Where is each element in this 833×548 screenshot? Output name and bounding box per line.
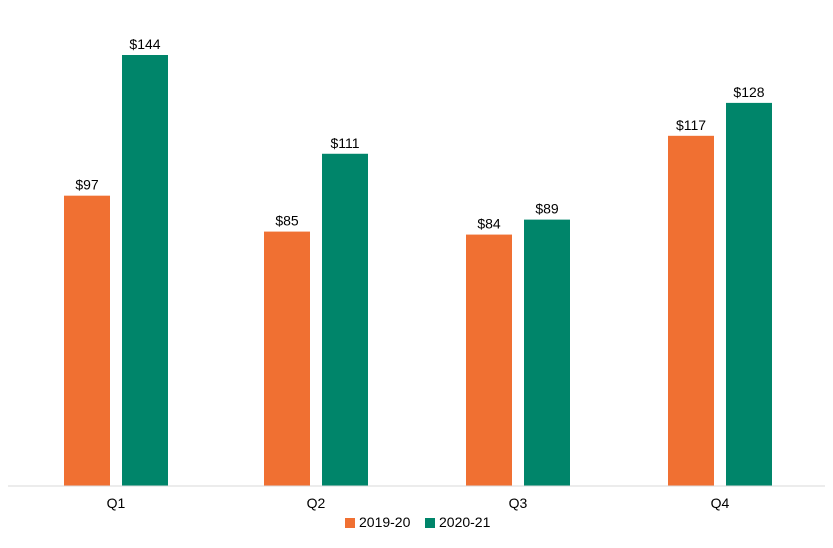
bar-2020-21-Q4 — [726, 102, 772, 486]
bar-2019-20-Q2 — [264, 231, 310, 486]
value-label-2020-21-Q3: $89 — [535, 201, 559, 217]
legend: 2019-20 2020-21 — [345, 514, 491, 530]
bar-2020-21-Q3 — [524, 219, 570, 487]
legend-label-2019-20: 2019-20 — [359, 514, 411, 530]
bar-2019-20-Q3 — [466, 234, 512, 486]
x-axis-tick-labels: Q1 Q2 Q3 Q4 — [107, 495, 730, 511]
legend-item-2020-21: 2020-21 — [425, 514, 491, 530]
x-tick-label-Q2: Q2 — [307, 495, 326, 511]
legend-label-2020-21: 2020-21 — [439, 514, 491, 530]
value-label-2020-21-Q2: $111 — [330, 135, 359, 151]
value-label-2019-20-Q2: $85 — [275, 213, 299, 229]
value-label-2020-21-Q4: $128 — [733, 84, 764, 100]
bar-2020-21-Q2 — [322, 153, 368, 487]
x-tick-label-Q4: Q4 — [711, 495, 730, 511]
value-label-2019-20-Q4: $117 — [676, 117, 706, 133]
bars-layer — [64, 55, 772, 487]
value-label-2020-21-Q1: $144 — [129, 36, 160, 52]
legend-item-2019-20: 2019-20 — [345, 514, 411, 530]
value-labels-layer: $97 $144 $85 $111 $84 $89 $117 $128 — [75, 36, 764, 232]
bar-2020-21-Q1 — [122, 55, 168, 486]
value-label-2019-20-Q1: $97 — [75, 177, 99, 193]
x-tick-label-Q3: Q3 — [509, 495, 528, 511]
legend-swatch-2020-21 — [425, 518, 435, 528]
value-label-2019-20-Q3: $84 — [477, 216, 501, 232]
bar-2019-20-Q1 — [64, 195, 110, 486]
legend-swatch-2019-20 — [345, 518, 355, 528]
x-tick-label-Q1: Q1 — [107, 495, 126, 511]
bar-2019-20-Q4 — [668, 135, 714, 486]
